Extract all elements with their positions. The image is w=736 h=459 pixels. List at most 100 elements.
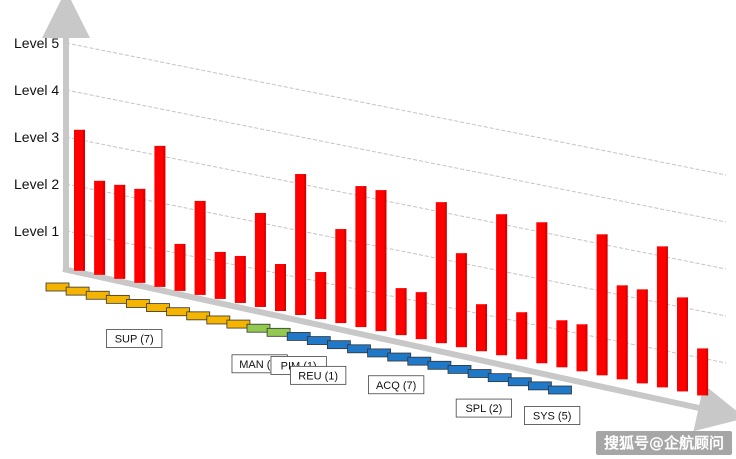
- bar-shade: [223, 251, 226, 299]
- process-block: [166, 307, 191, 317]
- bar: [134, 188, 146, 283]
- bar: [636, 289, 648, 384]
- x-axis: [62, 266, 736, 432]
- bar-shade: [706, 348, 709, 396]
- process-block: [65, 286, 90, 296]
- bar: [74, 129, 85, 271]
- watermark: 搜狐号@企航顾问: [596, 431, 732, 455]
- bar: [415, 292, 427, 340]
- process-blocks: [45, 282, 572, 395]
- group-label-box: [368, 375, 425, 395]
- gridline-level-5: [65, 42, 727, 176]
- group-label: REU (1): [290, 365, 347, 385]
- bar: [94, 180, 106, 275]
- process-block: [507, 377, 532, 387]
- bar-shade: [505, 214, 508, 356]
- process-block: [347, 344, 371, 354]
- bars: [74, 129, 709, 396]
- group-label: SYS (5): [524, 406, 581, 425]
- bar-shade: [565, 320, 568, 368]
- bar: [496, 214, 508, 356]
- group-label-text: SYS (5): [533, 411, 572, 423]
- process-block: [306, 336, 331, 345]
- watermark-bg: [596, 431, 732, 455]
- bar-shade: [304, 174, 307, 316]
- process-block: [226, 319, 251, 329]
- level-label-2: Level 2: [14, 176, 59, 192]
- process-block: [407, 356, 432, 366]
- bar-shade: [444, 202, 447, 344]
- bar: [435, 202, 447, 344]
- bar: [275, 264, 286, 311]
- bar: [174, 243, 186, 291]
- watermark-text: 搜狐号@企航顾问: [604, 434, 724, 452]
- process-block: [266, 327, 291, 337]
- level-label-3: Level 3: [14, 129, 59, 145]
- bar-shade: [585, 324, 588, 372]
- group-labels: SUP (7)MAN (3)PIM (1)REU (1)ACQ (7)SPL (…: [106, 329, 581, 425]
- bar-shade: [163, 145, 166, 287]
- bar: [395, 288, 407, 336]
- bar: [335, 229, 347, 324]
- process-block: [487, 373, 512, 383]
- level-label-4: Level 4: [14, 82, 59, 98]
- process-block: [246, 323, 271, 333]
- bar-shade: [203, 200, 206, 295]
- bar: [697, 348, 709, 396]
- bar-shade: [143, 188, 146, 283]
- process-block: [286, 332, 311, 341]
- group-label-text: SPL (2): [465, 403, 502, 415]
- bar: [375, 190, 387, 332]
- bar-shade: [384, 190, 387, 332]
- process-block: [206, 315, 231, 325]
- group-label-text: MAN (3): [239, 359, 280, 371]
- bar: [596, 234, 608, 376]
- bar-shade: [263, 212, 266, 307]
- bar-shade: [183, 243, 186, 291]
- bar: [516, 312, 528, 360]
- bar: [295, 174, 307, 316]
- bar: [234, 255, 246, 303]
- bar-shade: [485, 304, 487, 352]
- bar-shade: [525, 312, 528, 360]
- process-block: [427, 360, 452, 370]
- bar-shade: [324, 272, 327, 320]
- group-label-box: [106, 329, 163, 348]
- bar-shade: [243, 255, 246, 303]
- bar-shade: [605, 234, 608, 376]
- bar-shade: [645, 289, 648, 384]
- bar: [576, 324, 588, 372]
- gridline-level-2: [65, 183, 727, 317]
- bar: [214, 251, 226, 299]
- bar-shade: [404, 288, 407, 336]
- process-block: [326, 340, 351, 350]
- bar: [114, 184, 126, 279]
- bar-shade: [103, 180, 106, 275]
- process-block: [387, 352, 412, 362]
- bar-shade: [344, 229, 347, 324]
- process-block: [146, 303, 170, 313]
- bar-shade: [424, 292, 427, 340]
- bar-shade: [123, 184, 126, 279]
- process-block: [528, 381, 552, 391]
- process-block: [105, 294, 130, 304]
- group-label-text: REU (1): [298, 370, 338, 382]
- group-label-box: [524, 406, 581, 425]
- bar: [616, 285, 628, 380]
- level-label-1: Level 1: [14, 223, 59, 239]
- bar-shade: [364, 186, 367, 328]
- process-block: [367, 348, 392, 358]
- process-block: [186, 311, 211, 321]
- process-block: [447, 364, 472, 374]
- bar-shade: [464, 253, 467, 348]
- gridline-level-3: [65, 136, 727, 270]
- group-label-box: [455, 398, 512, 418]
- gridline-level-4: [65, 89, 727, 223]
- bar: [254, 212, 266, 307]
- group-label-text: ACQ (7): [376, 380, 416, 392]
- level-label-5: Level 5: [14, 35, 59, 51]
- group-label: SUP (7): [106, 329, 163, 348]
- bar: [315, 272, 327, 320]
- bar: [656, 246, 668, 388]
